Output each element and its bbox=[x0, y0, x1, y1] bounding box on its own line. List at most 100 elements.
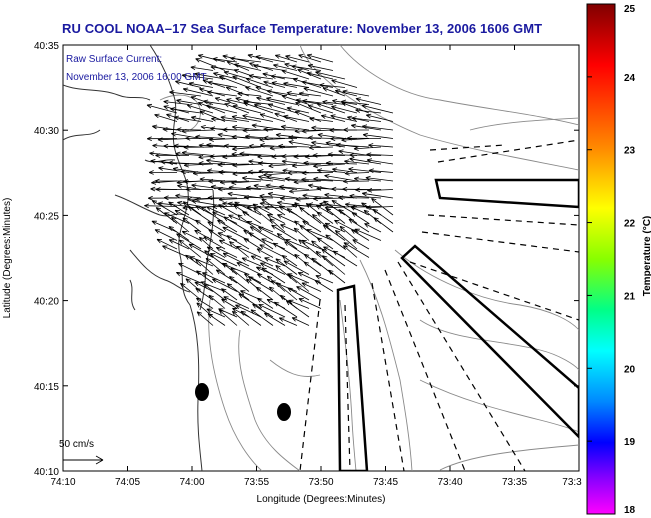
current-vector bbox=[155, 187, 190, 192]
current-vector bbox=[354, 228, 382, 241]
current-vector bbox=[259, 244, 286, 258]
current-vector bbox=[297, 272, 322, 284]
current-vector bbox=[268, 163, 298, 169]
current-vector bbox=[311, 125, 346, 131]
current-vector bbox=[256, 273, 274, 284]
current-vector bbox=[319, 83, 346, 88]
y-tick-label: 40:10 bbox=[34, 467, 59, 478]
current-vector bbox=[234, 201, 262, 216]
current-vector bbox=[322, 224, 346, 241]
current-vector bbox=[198, 143, 226, 148]
current-vector bbox=[365, 175, 394, 182]
current-vector bbox=[248, 276, 274, 292]
current-vector bbox=[322, 255, 346, 275]
current-vector bbox=[287, 273, 310, 292]
current-vector bbox=[301, 128, 334, 134]
current-vector bbox=[341, 137, 370, 143]
colorbar-tick-label: 25 bbox=[624, 4, 636, 15]
y-tick-label: 40:30 bbox=[34, 126, 59, 137]
current-vector bbox=[266, 89, 298, 97]
current-vector bbox=[351, 116, 382, 122]
current-vector bbox=[328, 269, 346, 284]
current-vector bbox=[218, 239, 238, 250]
current-vector bbox=[361, 104, 394, 114]
current-vector bbox=[270, 74, 298, 80]
y-tick-label: 40:35 bbox=[34, 41, 59, 52]
current-vector bbox=[307, 63, 334, 71]
current-vector bbox=[148, 170, 177, 175]
current-vector bbox=[352, 239, 370, 250]
current-vector bbox=[249, 226, 274, 241]
x-axis-label: Longitude (Degrees:Minutes) bbox=[257, 494, 386, 505]
current-vector bbox=[309, 116, 334, 122]
current-vector bbox=[294, 111, 322, 122]
current-vector bbox=[203, 236, 226, 250]
current-vector bbox=[208, 229, 226, 241]
current-vector bbox=[188, 243, 214, 258]
current-vector bbox=[288, 299, 310, 309]
current-vector bbox=[264, 257, 286, 267]
current-vector bbox=[298, 298, 322, 309]
current-vector bbox=[275, 282, 298, 301]
current-vector bbox=[204, 250, 226, 267]
current-vector bbox=[217, 219, 238, 233]
current-vector bbox=[203, 284, 226, 301]
x-tick-label: 73:50 bbox=[308, 477, 333, 488]
current-vector bbox=[207, 90, 238, 97]
current-vector bbox=[195, 297, 214, 309]
current-vector bbox=[230, 56, 262, 63]
current-vector bbox=[144, 203, 178, 209]
current-vector bbox=[251, 123, 286, 131]
current-vector bbox=[320, 114, 346, 122]
current-annotation-line1: Raw Surface Current: bbox=[66, 54, 162, 65]
current-vector bbox=[217, 162, 250, 167]
current-vector bbox=[197, 54, 226, 63]
current-vector bbox=[368, 168, 394, 174]
current-vector bbox=[273, 63, 298, 71]
current-vector bbox=[253, 64, 286, 71]
current-vector bbox=[232, 162, 262, 168]
y-axis-label: Latitude (Degrees:Minutes) bbox=[2, 198, 13, 319]
colorbar-tick-label: 24 bbox=[624, 73, 636, 84]
current-vector bbox=[372, 208, 394, 224]
current-vector bbox=[325, 234, 346, 250]
current-vector bbox=[202, 99, 226, 105]
current-vector bbox=[281, 69, 310, 80]
current-vector bbox=[302, 193, 334, 199]
current-vector bbox=[269, 145, 298, 151]
current-vector bbox=[223, 70, 250, 80]
current-vector bbox=[183, 145, 214, 150]
current-vector bbox=[194, 72, 226, 80]
current-vector bbox=[263, 312, 286, 326]
current-vector bbox=[293, 227, 310, 241]
current-vector bbox=[267, 103, 298, 114]
current-vector bbox=[348, 218, 370, 233]
current-vector bbox=[226, 235, 250, 250]
current-vector bbox=[168, 201, 190, 216]
current-vector bbox=[266, 275, 286, 292]
current-vector bbox=[207, 221, 226, 233]
current-vector bbox=[194, 229, 214, 241]
current-vector bbox=[190, 65, 214, 71]
y-axis-ticks: 40:35 40:30 40:25 40:20 40:15 40:10 bbox=[34, 41, 579, 478]
current-vector bbox=[373, 217, 394, 233]
current-vector bbox=[257, 154, 286, 160]
current-vector bbox=[210, 65, 238, 71]
current-vector bbox=[228, 185, 262, 191]
current-vector bbox=[155, 153, 189, 158]
current-vector bbox=[302, 98, 334, 105]
current-vector bbox=[351, 212, 370, 224]
current-vector bbox=[215, 247, 238, 258]
current-vector bbox=[185, 278, 202, 292]
current-vector bbox=[343, 179, 370, 184]
current-vector bbox=[181, 230, 202, 241]
current-vector bbox=[230, 267, 250, 284]
x-tick-label: 73:55 bbox=[244, 477, 269, 488]
current-vector bbox=[331, 79, 358, 88]
current-vector bbox=[218, 169, 250, 175]
current-vector bbox=[220, 115, 250, 122]
current-vector bbox=[291, 317, 310, 326]
x-tick-label: 73:40 bbox=[437, 477, 462, 488]
current-vector bbox=[217, 186, 250, 192]
current-vector bbox=[226, 61, 250, 71]
